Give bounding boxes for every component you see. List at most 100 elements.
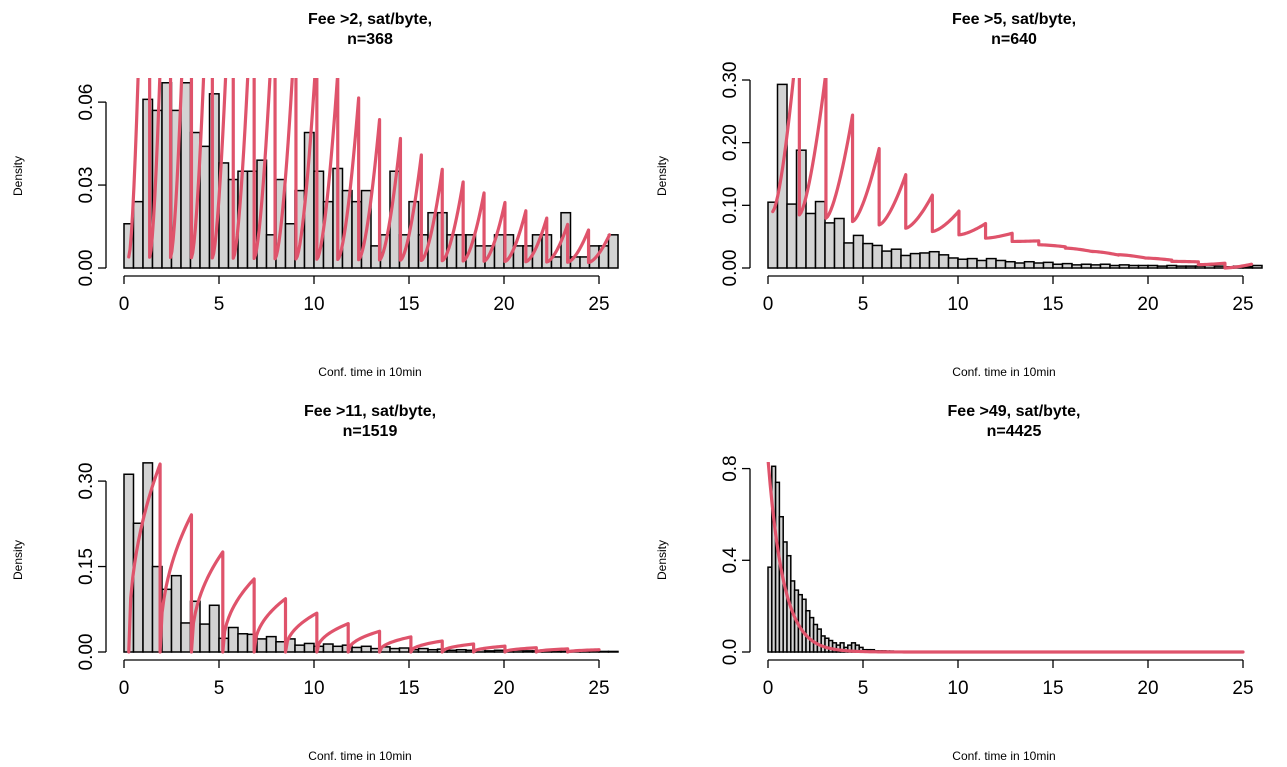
density-curve-group — [766, 462, 1245, 654]
chart-panel-fee-5: Fee >5, sat/byte, n=640 0 5 10 15 20 25 0.00 0.… — [655, 11, 1263, 379]
x-tick-label: 5 — [214, 678, 225, 699]
histogram-bar — [871, 244, 883, 269]
histogram-bar — [284, 223, 296, 269]
y-tick-label: 0.4 — [720, 547, 741, 574]
x-tick-label: 5 — [858, 678, 869, 699]
x-tick-label: 10 — [303, 294, 324, 315]
x-tick-label: 25 — [588, 294, 609, 315]
histogram-bar — [1099, 263, 1111, 269]
histogram-bar — [484, 650, 496, 653]
y-tick-label: 0.0 — [720, 639, 741, 665]
y-tick-label: 0.30 — [76, 463, 97, 500]
histogram-bar — [938, 254, 950, 269]
histogram-bar — [1004, 260, 1016, 269]
histogram-bar — [1137, 264, 1149, 269]
density-curve-group — [127, 78, 612, 265]
histogram-bar — [1194, 265, 1206, 269]
x-tick-label: 10 — [947, 678, 968, 699]
histogram-bar — [303, 642, 315, 653]
density-curve — [766, 462, 1245, 654]
histogram-bar — [227, 626, 239, 653]
x-tick-label: 20 — [493, 294, 514, 315]
histogram-bar — [1156, 265, 1168, 269]
histogram-bar — [1080, 263, 1092, 269]
histogram-bar — [607, 650, 619, 653]
x-tick-label: 25 — [1232, 294, 1253, 315]
histogram-bar — [237, 633, 249, 653]
density-curve — [127, 462, 601, 654]
x-tick-label: 0 — [119, 294, 130, 315]
histogram-bar — [180, 82, 192, 269]
chart-title-line1: Fee >5, sat/byte, — [952, 11, 1076, 28]
x-tick-label: 20 — [493, 678, 514, 699]
x-tick-label: 20 — [1137, 294, 1158, 315]
axes-group: 0 5 10 15 20 25 0.00 0.03 0.06 — [76, 84, 610, 315]
histogram-bar — [208, 604, 220, 653]
histogram-bar — [351, 646, 363, 653]
x-tick-label: 0 — [763, 294, 774, 315]
histogram-bar — [852, 234, 864, 269]
chart-panel-fee-49: Fee >49, sat/byte, n=4425 0 5 10 15 20 250.00… — [655, 403, 1254, 763]
histogram-bar — [142, 462, 154, 653]
chart-title-line1: Fee >2, sat/byte, — [308, 11, 432, 28]
histogram-bar — [890, 248, 902, 269]
y-axis-label: Density — [655, 540, 669, 580]
x-axis-label: Conf. time in 10min — [952, 365, 1055, 379]
x-tick-label: 10 — [947, 294, 968, 315]
axes-group: 0 5 10 15 20 25 0.00 0.10 0.20 0.30 — [720, 62, 1254, 315]
histogram-bar — [976, 259, 988, 269]
histogram-bar — [199, 145, 211, 269]
histogram-bar — [881, 250, 893, 269]
chart-title-line2: n=368 — [347, 31, 393, 48]
x-tick-label: 15 — [1042, 678, 1063, 699]
histogram-bar — [294, 644, 306, 653]
histogram-bar — [199, 623, 211, 653]
y-tick-label: 0.06 — [76, 84, 97, 121]
histogram-bar — [1175, 265, 1187, 269]
histogram-bar — [1251, 264, 1263, 269]
density-curve-group — [127, 462, 601, 654]
histogram-bar — [985, 257, 997, 269]
histogram-bar — [1090, 264, 1102, 269]
histogram-bar — [1147, 264, 1159, 269]
x-axis-label: Conf. time in 10min — [952, 749, 1055, 763]
histogram-bar — [833, 217, 845, 269]
histogram-bar — [607, 234, 619, 269]
y-tick-label: 0.00 — [76, 634, 97, 671]
x-tick-label: 5 — [214, 294, 225, 315]
histogram-bar — [1061, 262, 1073, 269]
axes-group: 0 5 10 15 20 25 0.00 0.15 0.30 — [76, 463, 610, 699]
histogram-bar — [598, 650, 610, 653]
y-tick-label: 0.00 — [720, 250, 741, 287]
y-axis-label: Density — [655, 156, 669, 196]
x-tick-label: 25 — [588, 678, 609, 699]
histogram-bar — [360, 645, 372, 653]
histogram-bar — [909, 252, 921, 269]
histogram-bar — [389, 647, 401, 653]
chart-title-line2: n=640 — [991, 31, 1037, 48]
histogram-bar — [265, 635, 277, 653]
y-axis-label: Density — [11, 156, 25, 196]
density-curve-group — [771, 78, 1254, 270]
axes-group: 0 5 10 15 20 25 0.0 0.4 0.8 — [720, 455, 1254, 699]
histogram-bar — [957, 258, 969, 269]
y-axis-label: Density — [11, 540, 25, 580]
x-tick-label: 10 — [303, 678, 324, 699]
x-tick-label: 0 — [119, 678, 130, 699]
x-tick-label: 5 — [858, 294, 869, 315]
histogram-bar — [1109, 264, 1121, 269]
histogram-bar — [1042, 261, 1054, 269]
histogram-bar — [332, 645, 344, 653]
x-axis-label: Conf. time in 10min — [318, 365, 421, 379]
chart-panel-fee-2: Fee >2, sat/byte, n=368 0 5 10 15 20 25 0.00 0.… — [11, 11, 619, 379]
histogram-bar — [398, 647, 410, 653]
histogram-bar — [995, 259, 1007, 269]
chart-title-line2: n=1519 — [343, 423, 398, 440]
x-tick-label: 15 — [398, 294, 419, 315]
y-tick-label: 0.03 — [76, 167, 97, 204]
histogram-bar — [1052, 263, 1064, 269]
histogram-bar — [170, 574, 182, 653]
histogram-bar — [1166, 264, 1178, 269]
x-tick-label: 15 — [398, 678, 419, 699]
